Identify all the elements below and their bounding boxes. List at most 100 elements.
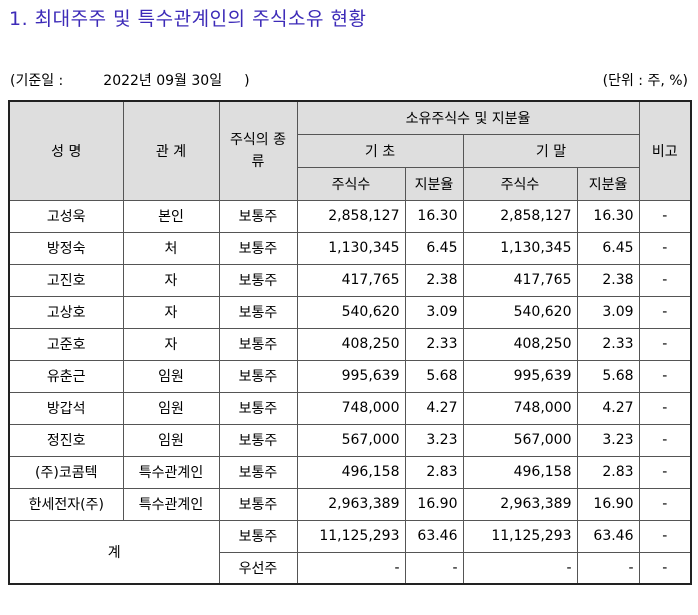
cell-name: 유춘근	[8, 359, 124, 393]
header-begin: 기 초	[296, 133, 464, 168]
cell-note: -	[638, 487, 692, 521]
cell-name: 고진호	[8, 263, 124, 297]
cell-end-shares: 11,125,293	[462, 519, 578, 553]
total-label: 계	[8, 519, 220, 585]
cell-type: 보통주	[218, 327, 298, 361]
cell-end-shares: 1,130,345	[462, 231, 578, 265]
cell-begin-ratio: 2.33	[404, 327, 464, 361]
cell-begin-shares: 995,639	[296, 359, 406, 393]
header-begin-shares: 주식수	[296, 166, 406, 201]
cell-begin-shares: 11,125,293	[296, 519, 406, 553]
cell-end-ratio: 5.68	[576, 359, 640, 393]
cell-begin-ratio: 6.45	[404, 231, 464, 265]
table-row: (주)코콤텍 특수관계인 보통주 496,158 2.83 496,158 2.83-	[8, 455, 692, 489]
base-date-value: 2022년 09월 30일	[103, 73, 223, 89]
cell-end-ratio: 2.33	[576, 327, 640, 361]
cell-relation: 특수관계인	[122, 455, 220, 489]
table-row: 고상호 자 보통주 540,620 3.09 540,620 3.09-	[8, 295, 692, 329]
header-relation: 관 계	[122, 100, 220, 201]
shareholding-table: 성 명 관 계 주식의 종류 소유주식수 및 지분율 비고 기 초 기 말 주식…	[8, 100, 693, 585]
cell-name: 방갑석	[8, 391, 124, 425]
cell-begin-ratio: 63.46	[404, 519, 464, 553]
total-row-preferred: 우선주 - - - - -	[9, 551, 692, 585]
cell-note: -	[638, 231, 692, 265]
cell-end-ratio: 63.46	[576, 519, 640, 553]
table-row: 정진호 임원 보통주 567,000 3.23 567,000 3.23-	[8, 423, 692, 457]
cell-relation: 임원	[122, 423, 220, 457]
cell-begin-shares: 2,963,389	[296, 487, 406, 521]
total-row-common: 계 보통주 11,125,293 63.46 11,125,293 63.46 …	[8, 519, 692, 585]
cell-note: -	[638, 327, 692, 361]
cell-end-ratio: 2.38	[576, 263, 640, 297]
cell-begin-shares: 1,130,345	[296, 231, 406, 265]
cell-type: 보통주	[218, 423, 298, 457]
cell-end-ratio: 3.23	[576, 423, 640, 457]
cell-end-shares: 408,250	[462, 327, 578, 361]
cell-end-ratio: 16.90	[576, 487, 640, 521]
cell-begin-ratio: -	[404, 551, 464, 585]
cell-note: -	[638, 295, 692, 329]
cell-note: -	[638, 391, 692, 425]
cell-end-ratio: 3.09	[576, 295, 640, 329]
cell-name: 고상호	[8, 295, 124, 329]
cell-begin-ratio: 16.90	[404, 487, 464, 521]
cell-end-shares: 995,639	[462, 359, 578, 393]
cell-name: 한세전자(주)	[8, 487, 124, 521]
cell-end-ratio: 2.83	[576, 455, 640, 489]
cell-end-ratio: -	[576, 551, 640, 585]
cell-begin-shares: 748,000	[296, 391, 406, 425]
cell-end-ratio: 16.30	[576, 199, 640, 233]
cell-relation: 처	[122, 231, 220, 265]
header-end-shares: 주식수	[462, 166, 578, 201]
cell-begin-ratio: 3.09	[404, 295, 464, 329]
cell-end-shares: 567,000	[462, 423, 578, 457]
header-end: 기 말	[462, 133, 640, 168]
cell-begin-shares: -	[296, 551, 406, 585]
cell-begin-shares: 2,858,127	[296, 199, 406, 233]
cell-begin-shares: 408,250	[296, 327, 406, 361]
cell-type: 보통주	[218, 391, 298, 425]
header-name: 성 명	[8, 100, 124, 201]
cell-end-ratio: 6.45	[576, 231, 640, 265]
cell-note: -	[638, 263, 692, 297]
cell-end-ratio: 4.27	[576, 391, 640, 425]
cell-begin-ratio: 2.38	[404, 263, 464, 297]
cell-relation: 자	[122, 263, 220, 297]
unit-label: (단위 : 주, %)	[602, 73, 688, 89]
cell-begin-shares: 496,158	[296, 455, 406, 489]
header-stock-type: 주식의 종류	[218, 100, 298, 201]
cell-begin-shares: 417,765	[296, 263, 406, 297]
cell-end-shares: 417,765	[462, 263, 578, 297]
section-title: 1. 최대주주 및 특수관계인의 주식소유 현황	[9, 8, 367, 30]
cell-note: -	[638, 423, 692, 457]
header-end-ratio: 지분율	[576, 166, 640, 201]
cell-note: -	[638, 519, 692, 553]
cell-note: -	[638, 455, 692, 489]
cell-relation: 특수관계인	[122, 487, 220, 521]
base-date-label: (기준일 :	[10, 73, 64, 89]
cell-note: -	[638, 359, 692, 393]
cell-type: 보통주	[218, 295, 298, 329]
table-row: 방갑석 임원 보통주 748,000 4.27 748,000 4.27-	[8, 391, 692, 425]
cell-type: 보통주	[218, 519, 298, 553]
table-row: 방정숙 처 보통주 1,130,345 6.45 1,130,345 6.45-	[8, 231, 692, 265]
header-note: 비고	[638, 100, 692, 201]
cell-type: 보통주	[218, 487, 298, 521]
cell-end-shares: 2,858,127	[462, 199, 578, 233]
base-date-close: )	[244, 73, 250, 89]
cell-type: 보통주	[218, 263, 298, 297]
table-row: 고준호 자 보통주 408,250 2.33 408,250 2.33-	[8, 327, 692, 361]
table-row: 한세전자(주) 특수관계인 보통주 2,963,389 16.90 2,963,389 16…	[8, 487, 692, 521]
cell-name: 고준호	[8, 327, 124, 361]
cell-end-shares: -	[462, 551, 578, 585]
cell-end-shares: 496,158	[462, 455, 578, 489]
header-begin-ratio: 지분율	[404, 166, 464, 201]
cell-begin-ratio: 5.68	[404, 359, 464, 393]
base-date: (기준일 : 2022년 09월 30일)	[10, 70, 250, 90]
cell-type: 보통주	[218, 455, 298, 489]
cell-end-shares: 2,963,389	[462, 487, 578, 521]
cell-begin-ratio: 3.23	[404, 423, 464, 457]
table-row: 고성욱 본인 보통주 2,858,127 16.30 2,858,127 16.30-	[8, 199, 692, 233]
cell-name: 고성욱	[8, 199, 124, 233]
cell-begin-ratio: 16.30	[404, 199, 464, 233]
